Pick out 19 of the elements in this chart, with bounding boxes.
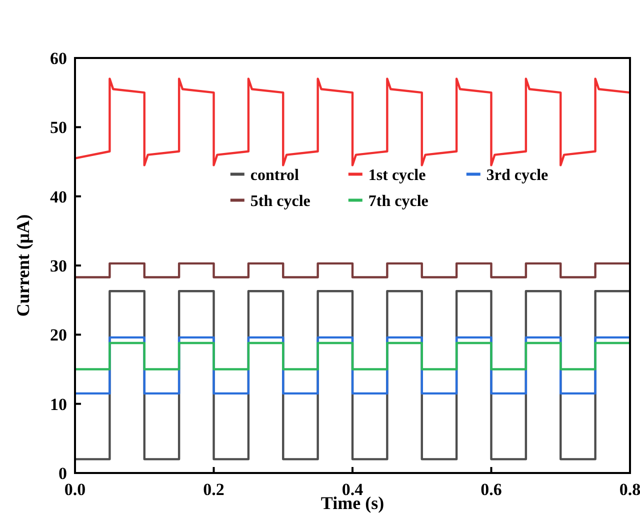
y-tick-label: 0 [58, 464, 67, 483]
legend-label: 7th cycle [368, 192, 428, 210]
x-tick-label: 0.4 [342, 480, 364, 499]
legend-label: control [250, 166, 300, 184]
legend-label: 5th cycle [250, 192, 310, 210]
y-axis-title: Current (μA) [13, 214, 33, 317]
line-series [74, 78, 632, 166]
x-tick-label: 0.0 [64, 480, 86, 499]
y-tick-label: 20 [50, 326, 67, 345]
x-tick-label: 0.6 [480, 480, 502, 499]
y-tick-label: 50 [50, 118, 67, 138]
legend-label: 3rd cycle [486, 166, 548, 184]
x-tick-label: 0.8 [619, 480, 640, 499]
y-tick-label: 10 [50, 394, 67, 414]
x-tick-label: 0.2 [203, 480, 224, 499]
y-tick-label: 30 [50, 256, 67, 276]
y-tick-label: 40 [50, 187, 67, 206]
y-tick-label: 60 [50, 48, 67, 68]
legend-label: 1st cycle [368, 166, 426, 184]
